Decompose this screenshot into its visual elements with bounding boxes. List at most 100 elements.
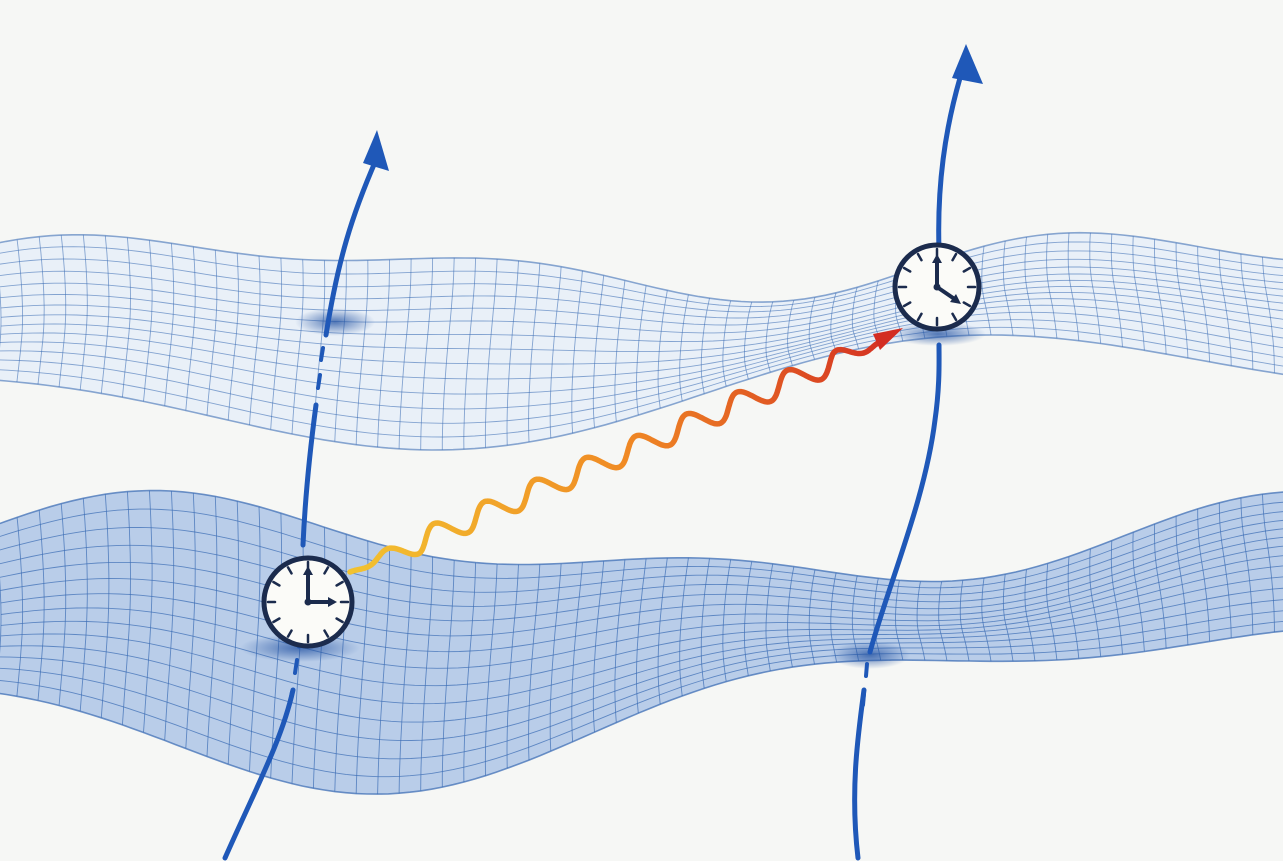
mesh-column	[722, 559, 732, 682]
mesh-column	[787, 300, 795, 366]
mesh-column	[722, 300, 732, 387]
mesh-column	[981, 577, 992, 662]
clock-tick	[272, 580, 281, 587]
mesh-column	[679, 557, 689, 697]
mesh-column	[185, 492, 196, 749]
mesh-column	[1067, 232, 1080, 341]
clock-tick	[951, 312, 958, 322]
mesh-column	[398, 258, 412, 449]
mesh-column	[1002, 574, 1014, 662]
mesh-column	[636, 285, 647, 416]
mesh-column	[938, 581, 948, 661]
mesh-column	[1218, 502, 1232, 639]
mesh-column	[249, 506, 261, 772]
clock-tick	[962, 266, 972, 273]
mesh-column	[981, 246, 992, 336]
mesh-column	[1132, 236, 1145, 351]
clock-tick	[286, 566, 293, 575]
worldline-left	[222, 157, 379, 861]
mesh-column	[1089, 548, 1102, 657]
mesh-column	[1197, 508, 1211, 642]
mesh-column	[0, 287, 2, 349]
mesh-column	[143, 490, 153, 733]
mesh-column	[549, 563, 562, 752]
clock-tick	[902, 301, 912, 308]
clock-lower-left	[261, 555, 355, 649]
mesh-column	[100, 494, 110, 718]
mesh-column	[355, 260, 369, 445]
mesh-column	[79, 498, 88, 712]
mesh-column	[249, 255, 261, 425]
clock-tick	[916, 312, 923, 322]
mesh-column	[1175, 516, 1189, 645]
mesh-column	[830, 292, 838, 355]
mesh-column	[1154, 523, 1167, 649]
mesh-column	[463, 258, 477, 450]
clock-tick	[335, 617, 344, 624]
mesh-column	[1067, 556, 1080, 659]
mesh-column	[808, 297, 816, 360]
mesh-column	[506, 260, 519, 446]
mesh-column	[58, 235, 67, 387]
mesh-column	[614, 280, 626, 422]
clock-tick	[902, 266, 912, 273]
clock-tick	[272, 617, 281, 624]
mesh-column	[1240, 497, 1254, 635]
mesh-column	[291, 259, 304, 435]
mesh-column	[830, 572, 838, 663]
mesh-column	[206, 496, 218, 757]
mesh-column	[528, 263, 541, 443]
mesh-column	[808, 569, 816, 665]
mesh-column	[787, 566, 795, 668]
mesh-column	[206, 250, 218, 416]
mesh-column	[121, 491, 131, 725]
mesh-column	[700, 558, 710, 689]
mesh-column	[1046, 563, 1058, 661]
clock-tick	[916, 252, 923, 262]
mesh-column	[37, 510, 45, 701]
mesh-column	[1089, 232, 1102, 344]
mesh-column	[571, 562, 583, 742]
mesh-column	[1110, 233, 1123, 347]
mesh-column	[528, 564, 541, 761]
mesh-column	[79, 234, 88, 390]
upper-right-dip	[890, 322, 986, 346]
mesh-column	[657, 290, 668, 409]
mesh-column	[16, 517, 24, 697]
mesh-column	[484, 259, 498, 448]
mesh-column	[959, 580, 970, 662]
mesh-column	[506, 564, 519, 769]
mesh-column	[100, 235, 110, 394]
mesh-column	[743, 561, 753, 676]
mesh-column	[1110, 540, 1123, 655]
mesh-column	[58, 503, 67, 706]
mesh-column	[37, 236, 45, 385]
mesh-column	[1175, 242, 1189, 358]
mesh-column	[1197, 246, 1211, 362]
mesh-column	[851, 287, 860, 350]
signal-arrowhead	[873, 328, 903, 350]
mesh-column	[227, 501, 239, 765]
upper-left-dip	[295, 308, 375, 336]
mesh-column	[121, 237, 131, 398]
clock-hands	[935, 257, 958, 302]
mesh-column	[1154, 239, 1167, 355]
upper-hypersurface	[0, 231, 1283, 451]
mesh-column	[484, 563, 498, 776]
mesh-column	[1262, 494, 1275, 633]
lower-right-dip	[830, 641, 910, 669]
mesh-column	[143, 240, 153, 402]
mesh-column	[571, 270, 583, 434]
mesh-column	[1046, 234, 1058, 339]
mesh-column	[463, 562, 477, 783]
mesh-column	[765, 301, 774, 373]
mesh-column	[765, 563, 774, 672]
mesh-column	[377, 259, 390, 448]
mesh-column	[16, 239, 24, 383]
mesh-column	[355, 540, 369, 794]
mesh-column	[420, 258, 434, 450]
clock-tick	[962, 301, 972, 308]
worldline-right	[852, 75, 963, 861]
mesh-column	[636, 558, 647, 714]
